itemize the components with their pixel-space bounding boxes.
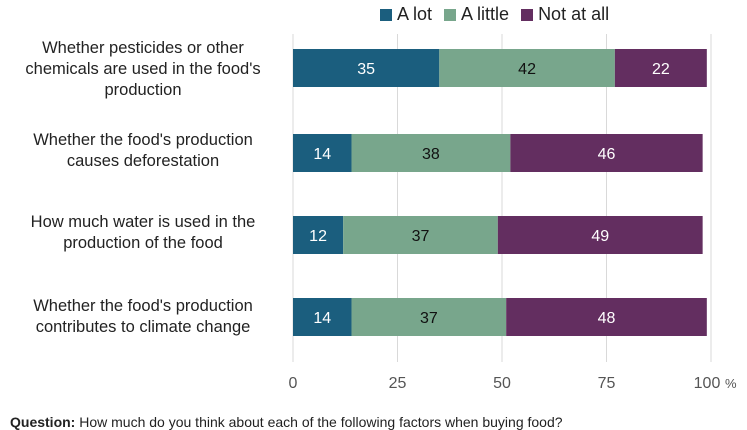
- question-label: Question:: [10, 414, 76, 430]
- data-label: 37: [412, 228, 430, 245]
- category-label: Whether pesticides or other chemicals ar…: [25, 39, 261, 99]
- data-label: 12: [309, 228, 327, 245]
- x-tick-label: 25: [389, 375, 407, 392]
- legend-item: A little: [444, 4, 509, 25]
- category-label: Whether the food's production causes def…: [33, 131, 253, 170]
- data-label: 35: [357, 61, 375, 78]
- x-tick-label: 100: [694, 375, 721, 392]
- legend-label: A lot: [397, 4, 433, 24]
- bar-segment: [614, 49, 707, 87]
- bar-segment: [439, 49, 615, 87]
- bar-segment: [351, 298, 507, 336]
- bar-segment: [506, 298, 707, 336]
- data-label: 14: [313, 146, 331, 163]
- bar-segment: [293, 216, 344, 254]
- legend-swatch: [444, 8, 457, 21]
- bar-segment: [497, 216, 703, 254]
- legend-swatch: [380, 8, 392, 21]
- data-label: 38: [422, 146, 440, 163]
- data-label: 37: [420, 310, 438, 327]
- bar-segment: [343, 216, 498, 254]
- data-label: 22: [652, 61, 670, 78]
- category-label: How much water is used in the production…: [30, 213, 256, 252]
- bar-segment: [351, 134, 511, 172]
- legend-label: A little: [461, 4, 510, 24]
- bar-segment: [510, 134, 703, 172]
- x-unit-label: %: [725, 376, 737, 391]
- category-label: Whether the food's production contribute…: [33, 297, 253, 336]
- data-label: 48: [598, 310, 616, 327]
- x-tick-label: 0: [289, 375, 298, 392]
- data-label: 14: [313, 310, 331, 327]
- x-tick-label: 50: [493, 375, 511, 392]
- x-tick-label: 75: [598, 375, 616, 392]
- legend-item: A lot: [380, 4, 432, 25]
- data-label: 49: [591, 228, 609, 245]
- legend-label: Not at all: [538, 4, 610, 24]
- footer-note: Question: How much do you think about ea…: [10, 414, 563, 430]
- bar-segment: [293, 134, 352, 172]
- question-text: How much do you think about each of the …: [79, 414, 563, 430]
- bar-segment: [293, 298, 352, 336]
- legend-swatch: [521, 8, 534, 21]
- bar-segment: [293, 49, 440, 87]
- data-label: 42: [518, 61, 536, 78]
- data-label: 46: [598, 146, 616, 163]
- legend: A lot A little Not at all: [380, 4, 609, 25]
- legend-item: Not at all: [521, 4, 609, 25]
